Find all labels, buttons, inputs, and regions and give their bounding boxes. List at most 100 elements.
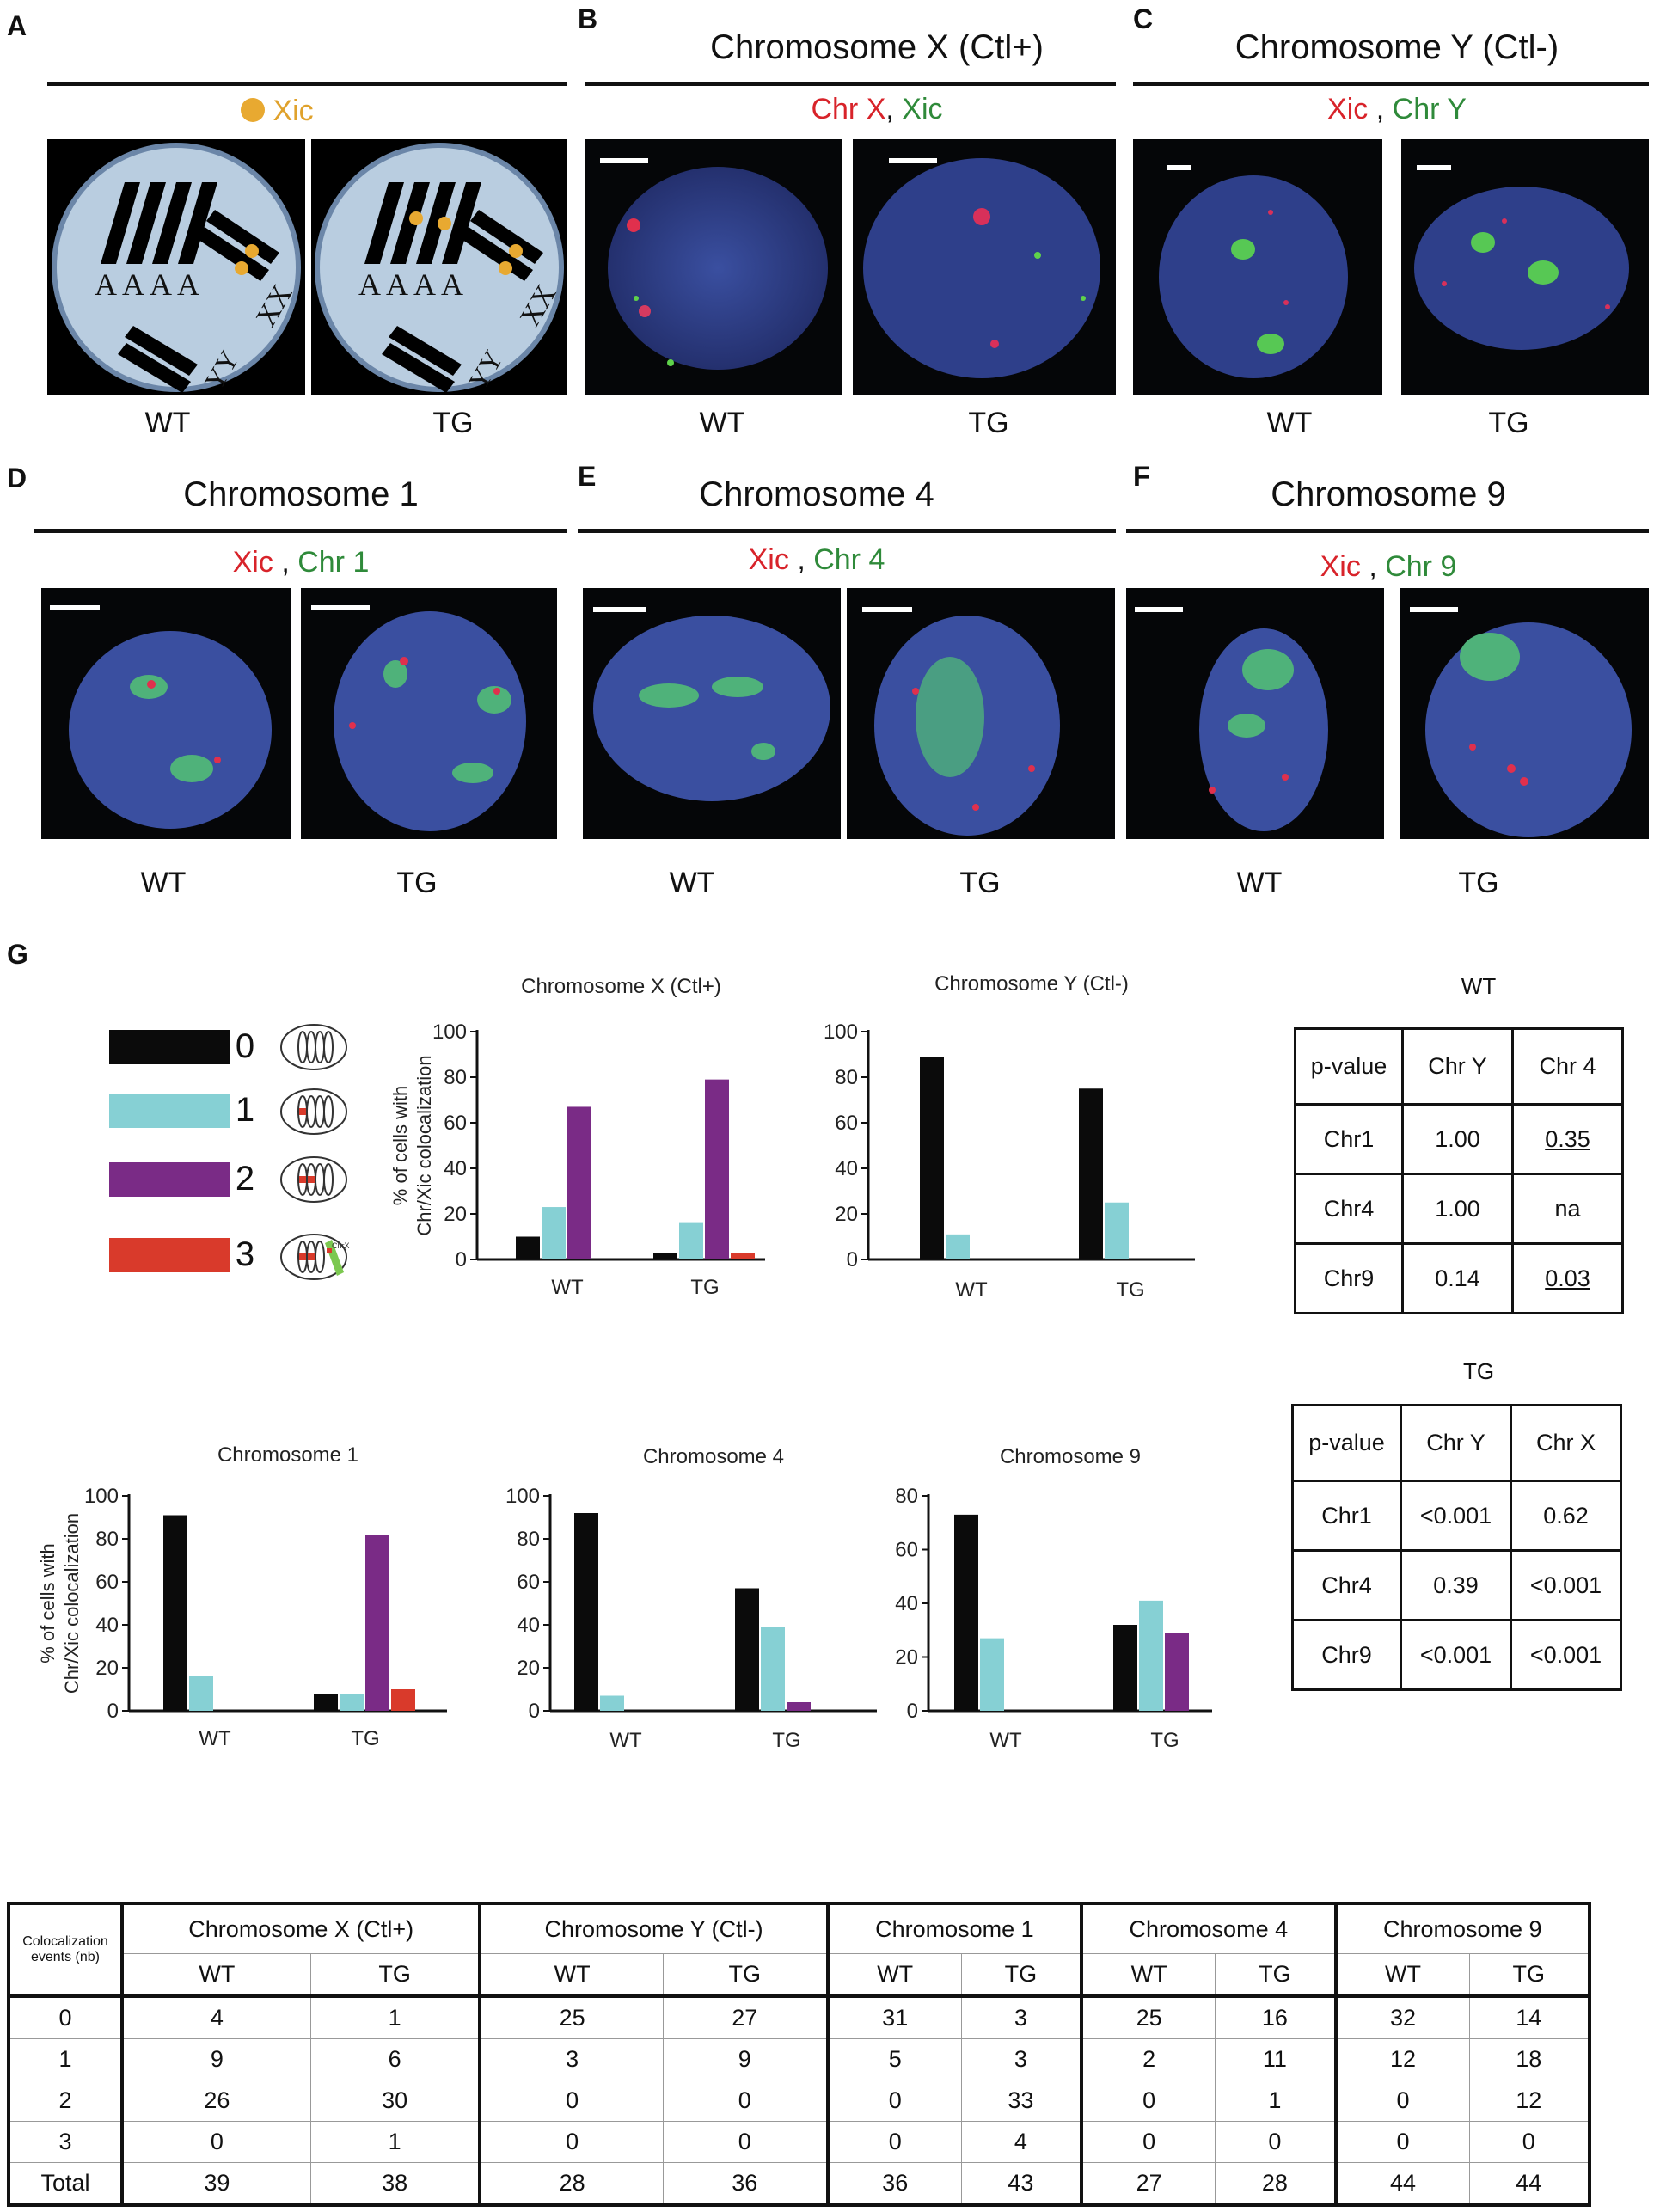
xic-legend-label: Xic <box>273 95 314 127</box>
panel-f-title: Chromosome 9 <box>1271 475 1506 513</box>
table-cell: 43 <box>960 2162 1084 2206</box>
y-tick-label: 80 <box>444 1066 467 1089</box>
table-cell: 2 <box>1081 2038 1216 2080</box>
table-cell: 27 <box>1081 2162 1216 2206</box>
bar <box>163 1515 187 1711</box>
table-cell: 28 <box>1215 2162 1338 2206</box>
table-cell: 16 <box>1215 1994 1338 2039</box>
table-corner: Colocalization events (nb) <box>8 1903 124 1997</box>
y-tick-label: 0 <box>107 1700 119 1723</box>
table-cell: 0 <box>827 2121 962 2163</box>
table-cell: 0 <box>121 2121 311 2163</box>
panel-letter-e: E <box>578 461 597 492</box>
table-cell: <0.001 <box>1510 1549 1622 1621</box>
chart-title: Chromosome Y (Ctl-) <box>934 972 1129 996</box>
panel-b-title: Chromosome X (Ctl+) <box>710 28 1044 66</box>
autosome-labels: AAAA <box>95 267 205 302</box>
pvalue-table-tg: p-value Chr Y Chr X Chr1 <0.001 0.62 Chr4 0.3… <box>1291 1404 1622 1691</box>
y-tick-label: 80 <box>895 1485 918 1508</box>
bar <box>1113 1625 1137 1711</box>
x-tick-label: TG <box>1150 1729 1179 1752</box>
row-label: Total <box>8 2162 124 2206</box>
xic-legend: Xic <box>241 95 314 128</box>
genotype-label: WT <box>699 407 745 439</box>
y-axis-label: % of cells with Chr/Xic colocalization <box>389 1055 435 1235</box>
table-row: 2 26 30 0 0 0 33 0 1 0 12 <box>8 2080 1590 2122</box>
table-cell: 0.39 <box>1400 1549 1512 1621</box>
table-cell: 0 <box>827 2080 962 2122</box>
table-cell: 12 <box>1468 2080 1590 2122</box>
x-tick-label: TG <box>351 1727 379 1750</box>
table-subheader: WT <box>121 1953 311 1997</box>
panel-e-title: Chromosome 4 <box>699 475 934 513</box>
table-cell: 0 <box>1335 2080 1470 2122</box>
table-cell: Chr X <box>1510 1404 1622 1482</box>
nucleus-image <box>1400 588 1649 839</box>
table-row: 0 4 1 25 27 31 3 25 16 32 14 <box>8 1994 1590 2039</box>
y-tick-label: 80 <box>835 1066 858 1089</box>
table-cell: 1 <box>1215 2080 1338 2122</box>
table-cell: 4 <box>960 2121 1084 2163</box>
table-subheader: TG <box>1215 1953 1338 1997</box>
table-subheader: WT <box>827 1953 962 1997</box>
table-subheader: WT <box>479 1953 664 1997</box>
table-cell: 44 <box>1335 2162 1470 2206</box>
table-row: Total 39 38 28 36 36 43 27 28 44 44 <box>8 2162 1590 2206</box>
table-cell: na <box>1511 1173 1624 1245</box>
y-tick-label: 60 <box>95 1571 119 1594</box>
bar-chart-chr4: Chromosome 4 0 20 40 60 80 100 WT TG <box>505 1445 877 1752</box>
bar <box>980 1638 1004 1711</box>
table-cell: 1.00 <box>1401 1173 1514 1245</box>
y-axis-label-line: % of cells with <box>389 1086 411 1205</box>
bar <box>731 1253 755 1259</box>
table-cell: 36 <box>662 2162 830 2206</box>
table-cell: 0.62 <box>1510 1480 1622 1552</box>
table-cell: 12 <box>1335 2038 1470 2080</box>
bar <box>653 1253 677 1259</box>
table-group-header: Chromosome X (Ctl+) <box>121 1903 482 1954</box>
bar <box>340 1694 364 1711</box>
bar <box>542 1207 566 1259</box>
nucleus-image <box>583 588 841 839</box>
table-cell: 9 <box>662 2038 830 2080</box>
bar <box>946 1234 970 1259</box>
table-cell: 1 <box>309 1994 482 2039</box>
y-tick-label: 80 <box>517 1528 540 1551</box>
y-tick-label: 0 <box>529 1700 540 1723</box>
table-cell: 0 <box>479 2121 664 2163</box>
nucleus-image <box>1133 139 1382 395</box>
table-cell: p-value <box>1294 1027 1404 1106</box>
table-cell: Chr1 <box>1294 1103 1404 1175</box>
table-cell: 6 <box>309 2038 482 2080</box>
y-tick-label: 60 <box>835 1112 858 1135</box>
table-cell: 0.35 <box>1511 1103 1624 1175</box>
table-cell: 28 <box>479 2162 664 2206</box>
x-tick-label: WT <box>551 1276 584 1299</box>
table-cell: 26 <box>121 2080 311 2122</box>
panel-d-title: Chromosome 1 <box>183 475 419 513</box>
table-cell: 32 <box>1335 1994 1470 2039</box>
table-cell: 25 <box>1081 1994 1216 2039</box>
y-tick-label: 0 <box>907 1700 918 1723</box>
y-tick-label: 20 <box>95 1657 119 1680</box>
table-subheader: TG <box>309 1953 482 1997</box>
y-tick-label: 100 <box>824 1020 858 1044</box>
legend-swatch-1 <box>109 1094 230 1128</box>
y-tick-label: 20 <box>444 1203 467 1226</box>
table-cell: 9 <box>121 2038 311 2080</box>
y-tick-label: 40 <box>444 1157 467 1180</box>
bar <box>516 1236 540 1259</box>
table-cell: 3 <box>479 2038 664 2080</box>
panel-b-probes: Chr X, Xic <box>811 93 943 126</box>
legend-swatch-2 <box>109 1162 230 1197</box>
table-cell: Chr4 <box>1291 1549 1402 1621</box>
genotype-label: WT <box>140 867 187 899</box>
panel-b-rule <box>585 82 1116 86</box>
table-cell: 39 <box>121 2162 311 2206</box>
legend-swatch-3 <box>109 1238 230 1272</box>
table-group-header: Chromosome Y (Ctl-) <box>479 1903 830 1954</box>
bar <box>567 1106 591 1259</box>
genotype-label: WT <box>144 407 191 439</box>
karyotype-tg: AAAA XX YY <box>311 139 567 395</box>
